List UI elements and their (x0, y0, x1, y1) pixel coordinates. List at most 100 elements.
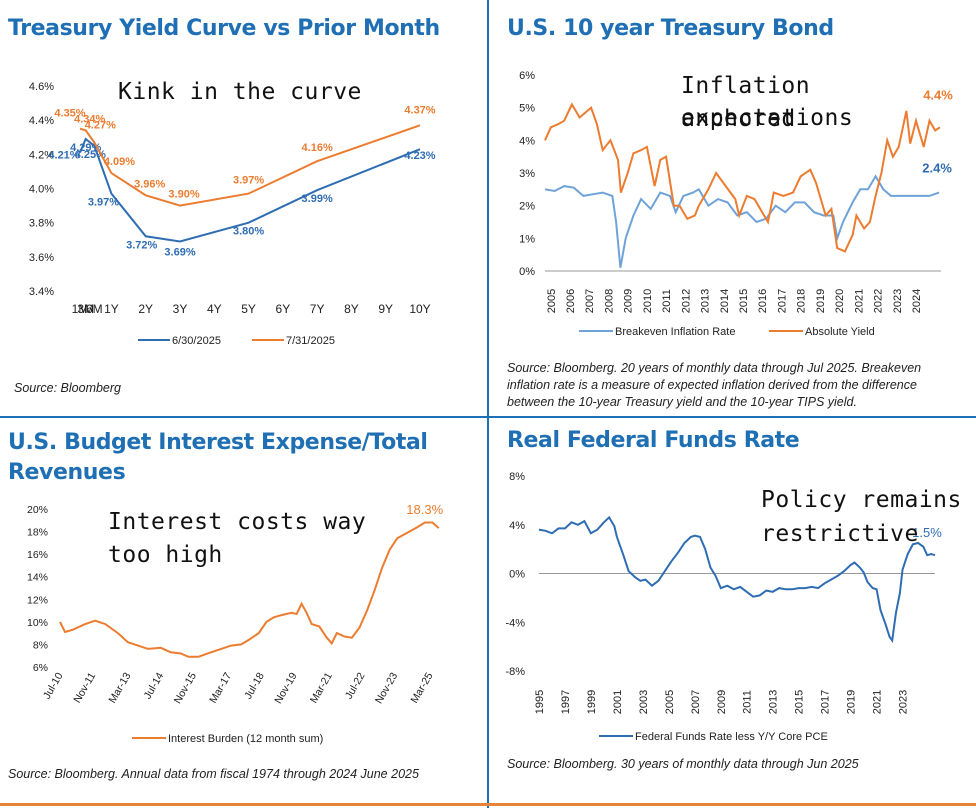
y-tick-label: 0% (509, 569, 525, 581)
x-tick-label: 2013 (700, 289, 712, 313)
data-label: 3.69% (164, 246, 195, 258)
data-label: 4.37% (404, 104, 435, 116)
y-tick-label: 0% (519, 266, 535, 278)
data-label: 3.90% (168, 189, 199, 201)
interest-expense-title-line2: Revenues (8, 460, 126, 485)
x-tick-label: 2013 (768, 690, 780, 714)
series-line-real-ffr (538, 515, 936, 644)
y-tick-label: 4.6% (29, 81, 54, 93)
y-tick-label: 16% (27, 549, 48, 561)
x-tick-label: 2021 (853, 289, 865, 313)
x-tick-label: 1999 (586, 690, 598, 714)
x-tick-label: 2011 (661, 289, 673, 313)
x-tick-label: Nov-19 (272, 670, 299, 705)
x-tick-label: 2015 (794, 690, 806, 714)
y-tick-label: 12% (27, 594, 48, 606)
y-tick-label: 3.8% (29, 218, 54, 230)
legend-label: 6/30/2025 (172, 335, 221, 347)
vertical-divider (487, 0, 489, 808)
y-tick-label: 3% (519, 168, 535, 180)
bottom-rule (0, 803, 976, 806)
data-label: 3.72% (126, 239, 157, 251)
y-tick-label: 8% (33, 639, 48, 651)
interest-expense-title-line1: U.S. Budget Interest Expense/Total (8, 430, 428, 455)
horizontal-divider (0, 416, 976, 418)
y-tick-label: 3.4% (29, 286, 54, 298)
y-tick-label: 3.6% (29, 252, 54, 264)
panel-yield-curve: Treasury Yield Curve vs Prior Month 3.4%… (0, 0, 487, 416)
data-label: 3.80% (233, 226, 264, 238)
data-label: 3.97% (233, 175, 264, 187)
x-tick-label: Mar-25 (409, 670, 436, 705)
legend-label: Federal Funds Rate less Y/Y Core PCE (635, 731, 828, 743)
y-tick-label: 6% (33, 662, 48, 674)
x-tick-label: 2024 (911, 289, 923, 313)
x-tick-label: 4Y (207, 302, 222, 316)
interest-expense-annotation-line2: too high (108, 542, 223, 568)
y-tick-label: 4.4% (29, 115, 54, 127)
y-tick-label: 5% (519, 103, 535, 115)
x-tick-label: 1997 (560, 690, 572, 714)
x-tick-label: 2007 (584, 289, 596, 313)
ten-year-source: Source: Bloomberg. 20 years of monthly d… (507, 361, 922, 409)
end-label: 4.4% (923, 87, 953, 102)
data-label: 4.34% (74, 113, 105, 125)
x-tick-label: 2005 (664, 690, 676, 714)
y-tick-label: 6% (519, 70, 535, 82)
x-tick-label: 2015 (738, 289, 750, 313)
ten-year-chart: 0% 1% 2% 3% 4% 5% 6% 2005 2006 2007 2008 2009 2010 20… (519, 70, 953, 338)
data-label: 4.27% (85, 119, 116, 131)
y-tick-label: 14% (27, 572, 48, 584)
x-tick-label: 2017 (776, 289, 788, 313)
x-tick-label: 2010 (642, 289, 654, 313)
x-tick-label: 2021 (872, 690, 884, 714)
data-label: 4.29% (70, 142, 101, 154)
y-tick-label: 10% (27, 617, 48, 629)
yield-curve-source: Source: Bloomberg (14, 381, 122, 395)
legend-label: Breakeven Inflation Rate (615, 326, 735, 338)
series-line-jul (79, 124, 421, 207)
x-tick-label: Jul-18 (242, 670, 267, 701)
ten-year-annotation-line1: Inflation expectations (681, 73, 854, 131)
x-tick-label: Nov-11 (71, 670, 98, 705)
series-line-breakeven (544, 174, 940, 268)
x-tick-label: 2011 (742, 690, 754, 714)
y-tick-label: 1% (519, 233, 535, 245)
series-line-jun (79, 137, 421, 243)
ten-year-title: U.S. 10 year Treasury Bond (507, 16, 834, 41)
y-tick-label: 4% (519, 135, 535, 147)
x-tick-label: 2019 (815, 289, 827, 313)
x-tick-label: 3Y (173, 302, 188, 316)
data-label: 4.16% (302, 142, 333, 154)
real-ffr-source: Source: Bloomberg. 30 years of monthly d… (507, 757, 859, 771)
x-tick-label: 6Y (276, 302, 291, 316)
x-tick-label: 10Y (409, 302, 430, 316)
panel-interest-expense: U.S. Budget Interest Expense/Total Reven… (0, 418, 487, 803)
interest-expense-annotation-line1: Interest costs way (108, 509, 367, 535)
data-label: 3.96% (134, 178, 165, 190)
x-tick-label: 2023 (892, 289, 904, 313)
x-tick-label: 2023 (898, 690, 910, 714)
end-label: 2.4% (922, 161, 952, 176)
x-tick-label: Jul-14 (142, 670, 167, 701)
data-label: 4.09% (104, 156, 135, 168)
legend-label: 7/31/2025 (286, 335, 335, 347)
ten-year-annotation-line2: anchored (681, 106, 796, 132)
x-tick-label: Mar-21 (308, 670, 335, 705)
x-tick-label: 1995 (534, 690, 546, 714)
panel-ten-year: U.S. 10 year Treasury Bond 0% 1% 2% 3% 4% 5% 6… (489, 0, 976, 416)
data-label: 4.35% (54, 108, 85, 120)
x-tick-label: 1Y (104, 302, 119, 316)
y-tick-label: -4% (505, 617, 525, 629)
x-tick-label: 2020 (834, 289, 846, 313)
y-tick-label: 2% (519, 201, 535, 213)
x-tick-label: 2018 (796, 289, 808, 313)
x-tick-label: Mar-13 (107, 670, 134, 705)
y-tick-label: 8% (509, 471, 525, 483)
real-ffr-chart: -8% -4% 0% 4% 8% 1995 1997 1999 2001 2003 2005 2007… (505, 471, 942, 743)
y-tick-label: 4% (509, 520, 525, 532)
x-tick-label: 2022 (873, 289, 885, 313)
y-tick-label: 18% (27, 527, 48, 539)
data-label: 4.23% (404, 150, 435, 162)
data-label: 3.97% (88, 197, 119, 209)
